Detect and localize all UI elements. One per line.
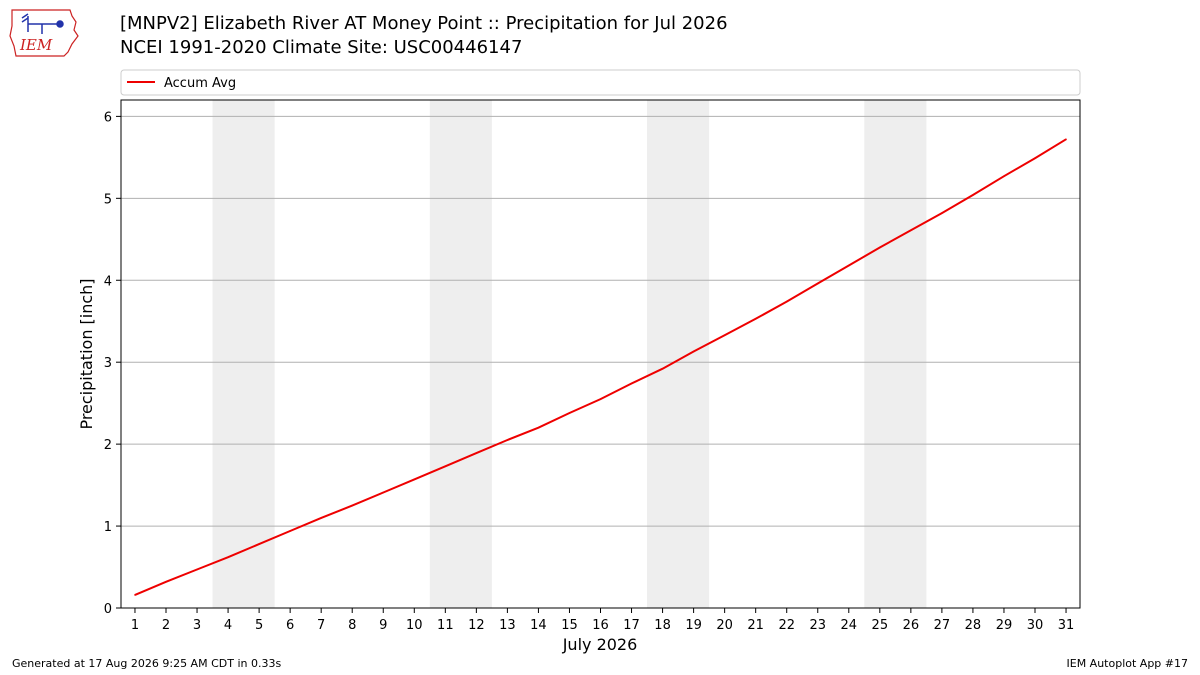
- x-tick-label-14: 14: [530, 618, 547, 633]
- data-point-day-20: [723, 334, 726, 336]
- y-axis-label: Precipitation [inch]: [77, 278, 96, 429]
- x-tick-label-13: 13: [499, 618, 516, 633]
- logo-weather-icon: [21, 13, 64, 34]
- y-tick-label-3: 3: [104, 356, 112, 371]
- data-point-day-17: [630, 382, 633, 385]
- x-tick-label-22: 22: [778, 618, 795, 633]
- weekend-band-3: [647, 100, 710, 608]
- x-tick-label-7: 7: [317, 618, 325, 633]
- x-tick-label-5: 5: [255, 618, 263, 633]
- x-tick-label-21: 21: [747, 618, 764, 633]
- x-tick-label-2: 2: [162, 618, 170, 633]
- data-point-day-11: [444, 465, 447, 468]
- chart-subtitle: NCEI 1991-2020 Climate Site: USC00446147: [120, 37, 523, 58]
- data-point-day-4: [227, 556, 229, 558]
- footer-app-text: IEM Autoplot App #17: [1066, 657, 1189, 670]
- x-tick-label-18: 18: [654, 618, 671, 633]
- x-axis: 1 2 3 4 5 6 7 8 9 10 11 12 13 14 15 16 17 18 19 20 21 22 23 24 2…: [131, 608, 1074, 633]
- x-tick-label-31: 31: [1058, 618, 1075, 633]
- y-tick-label-1: 1: [104, 520, 112, 535]
- chart-title: [MNPV2] Elizabeth River AT Money Point :…: [120, 13, 728, 34]
- x-tick-label-4: 4: [224, 618, 232, 633]
- data-point-day-28: [972, 194, 974, 196]
- data-point-day-14: [537, 426, 540, 429]
- data-point-day-2: [165, 580, 167, 583]
- data-point-day-21: [754, 317, 757, 320]
- data-point-day-3: [196, 568, 198, 571]
- x-tick-label-8: 8: [348, 618, 356, 633]
- data-point-day-8: [351, 504, 354, 507]
- y-tick-label-2: 2: [104, 438, 112, 453]
- data-point-day-15: [568, 412, 571, 414]
- x-tick-label-23: 23: [809, 618, 826, 633]
- x-tick-label-15: 15: [561, 618, 578, 633]
- data-point-day-26: [910, 229, 912, 232]
- y-tick-label-6: 6: [104, 110, 112, 125]
- weekend-band-2: [429, 100, 492, 608]
- x-tick-label-16: 16: [592, 618, 609, 633]
- x-tick-label-19: 19: [685, 618, 702, 633]
- x-tick-label-28: 28: [965, 618, 982, 633]
- x-tick-label-1: 1: [131, 618, 139, 633]
- legend-label-accum-avg: Accum Avg: [164, 76, 236, 91]
- x-tick-label-27: 27: [934, 618, 951, 633]
- footer-generated-text: Generated at 17 Aug 2026 9:25 AM CDT in …: [12, 657, 282, 670]
- data-point-day-1: [134, 594, 136, 596]
- data-point-day-29: [1003, 175, 1005, 177]
- data-point-day-13: [506, 439, 509, 441]
- data-point-day-30: [1034, 157, 1036, 159]
- iem-logo: IEM: [9, 9, 79, 57]
- x-tick-label-6: 6: [286, 618, 294, 633]
- series-group: [134, 138, 1067, 596]
- data-point-day-25: [879, 246, 881, 249]
- x-tick-label-17: 17: [623, 618, 640, 633]
- data-point-day-19: [692, 350, 695, 353]
- x-tick-label-26: 26: [903, 618, 920, 633]
- y-tick-label-4: 4: [104, 274, 112, 289]
- x-tick-label-30: 30: [1027, 618, 1044, 633]
- weekend-band-1: [212, 100, 275, 608]
- legend: Accum Avg: [120, 69, 1081, 96]
- weekend-bands: [212, 100, 927, 608]
- data-point-day-27: [941, 212, 943, 214]
- x-tick-label-25: 25: [872, 618, 889, 633]
- data-point-day-23: [816, 282, 819, 285]
- x-tick-label-10: 10: [406, 618, 423, 633]
- x-axis-label: July 2026: [562, 635, 638, 654]
- y-axis: 0 1 2 3 4 5 6: [104, 110, 121, 617]
- x-tick-label-9: 9: [379, 618, 387, 633]
- data-point-day-7: [320, 517, 322, 519]
- x-tick-label-12: 12: [468, 618, 485, 633]
- weekend-band-4: [864, 100, 927, 608]
- x-tick-label-20: 20: [716, 618, 733, 633]
- data-point-day-10: [413, 478, 416, 481]
- data-point-day-22: [785, 300, 788, 303]
- x-tick-label-11: 11: [437, 618, 454, 633]
- x-tick-label-29: 29: [996, 618, 1013, 633]
- grid-lines: [121, 115, 1080, 527]
- data-point-day-18: [661, 367, 664, 370]
- x-tick-label-24: 24: [841, 618, 858, 633]
- data-point-day-12: [475, 452, 478, 454]
- y-tick-label-0: 0: [104, 602, 112, 617]
- data-point-day-16: [599, 398, 602, 400]
- x-tick-label-3: 3: [193, 618, 201, 633]
- data-point-day-6: [289, 530, 291, 532]
- data-point-day-31: [1065, 138, 1067, 141]
- logo-text: IEM: [19, 36, 53, 54]
- data-point-day-24: [847, 264, 850, 267]
- y-tick-label-5: 5: [104, 192, 112, 207]
- data-point-day-5: [258, 543, 260, 545]
- legend-box: [120, 69, 1081, 96]
- data-point-day-9: [382, 491, 385, 494]
